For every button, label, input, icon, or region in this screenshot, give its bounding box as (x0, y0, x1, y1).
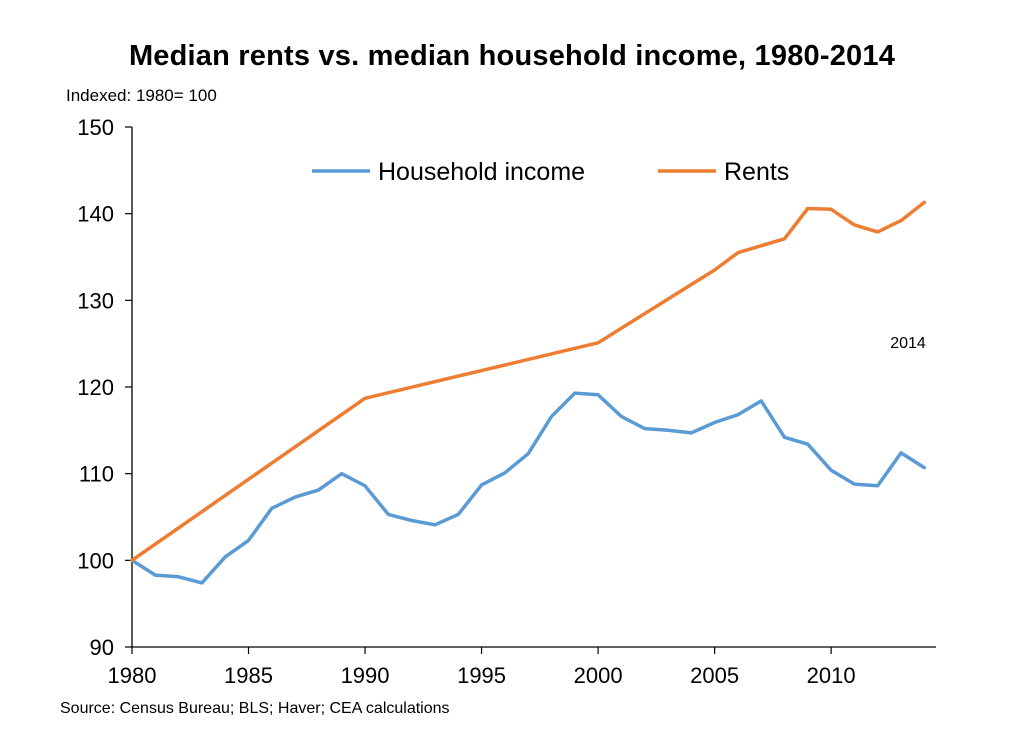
series-line-rents (130, 200, 927, 563)
x-tick-label: 1995 (457, 663, 506, 688)
chart-subtitle: Indexed: 1980= 100 (66, 86, 217, 105)
legend-label: Household income (378, 158, 585, 186)
x-tick-label: 2000 (574, 663, 623, 688)
x-tick-label: 1990 (341, 663, 390, 688)
annotation-2014: 2014 (890, 335, 926, 352)
legend-label: Rents (724, 158, 789, 186)
series-line-household-income (130, 391, 927, 585)
chart-title: Median rents vs. median household income… (128, 40, 896, 72)
y-tick-label: 100 (77, 548, 114, 573)
y-tick-label: 150 (77, 115, 114, 140)
x-tick-label: 1980 (108, 663, 157, 688)
x-tick-label: 2005 (690, 663, 739, 688)
y-tick-label: 120 (77, 375, 114, 400)
x-tick-label: 2010 (807, 663, 856, 688)
y-tick-label: 140 (77, 202, 114, 227)
chart-source: Source: Census Bureau; BLS; Haver; CEA c… (60, 700, 450, 717)
x-tick-label: 1985 (224, 663, 273, 688)
y-tick-label: 110 (79, 462, 114, 487)
y-tick-label: 90 (90, 635, 114, 660)
y-tick-label: 130 (77, 288, 114, 313)
